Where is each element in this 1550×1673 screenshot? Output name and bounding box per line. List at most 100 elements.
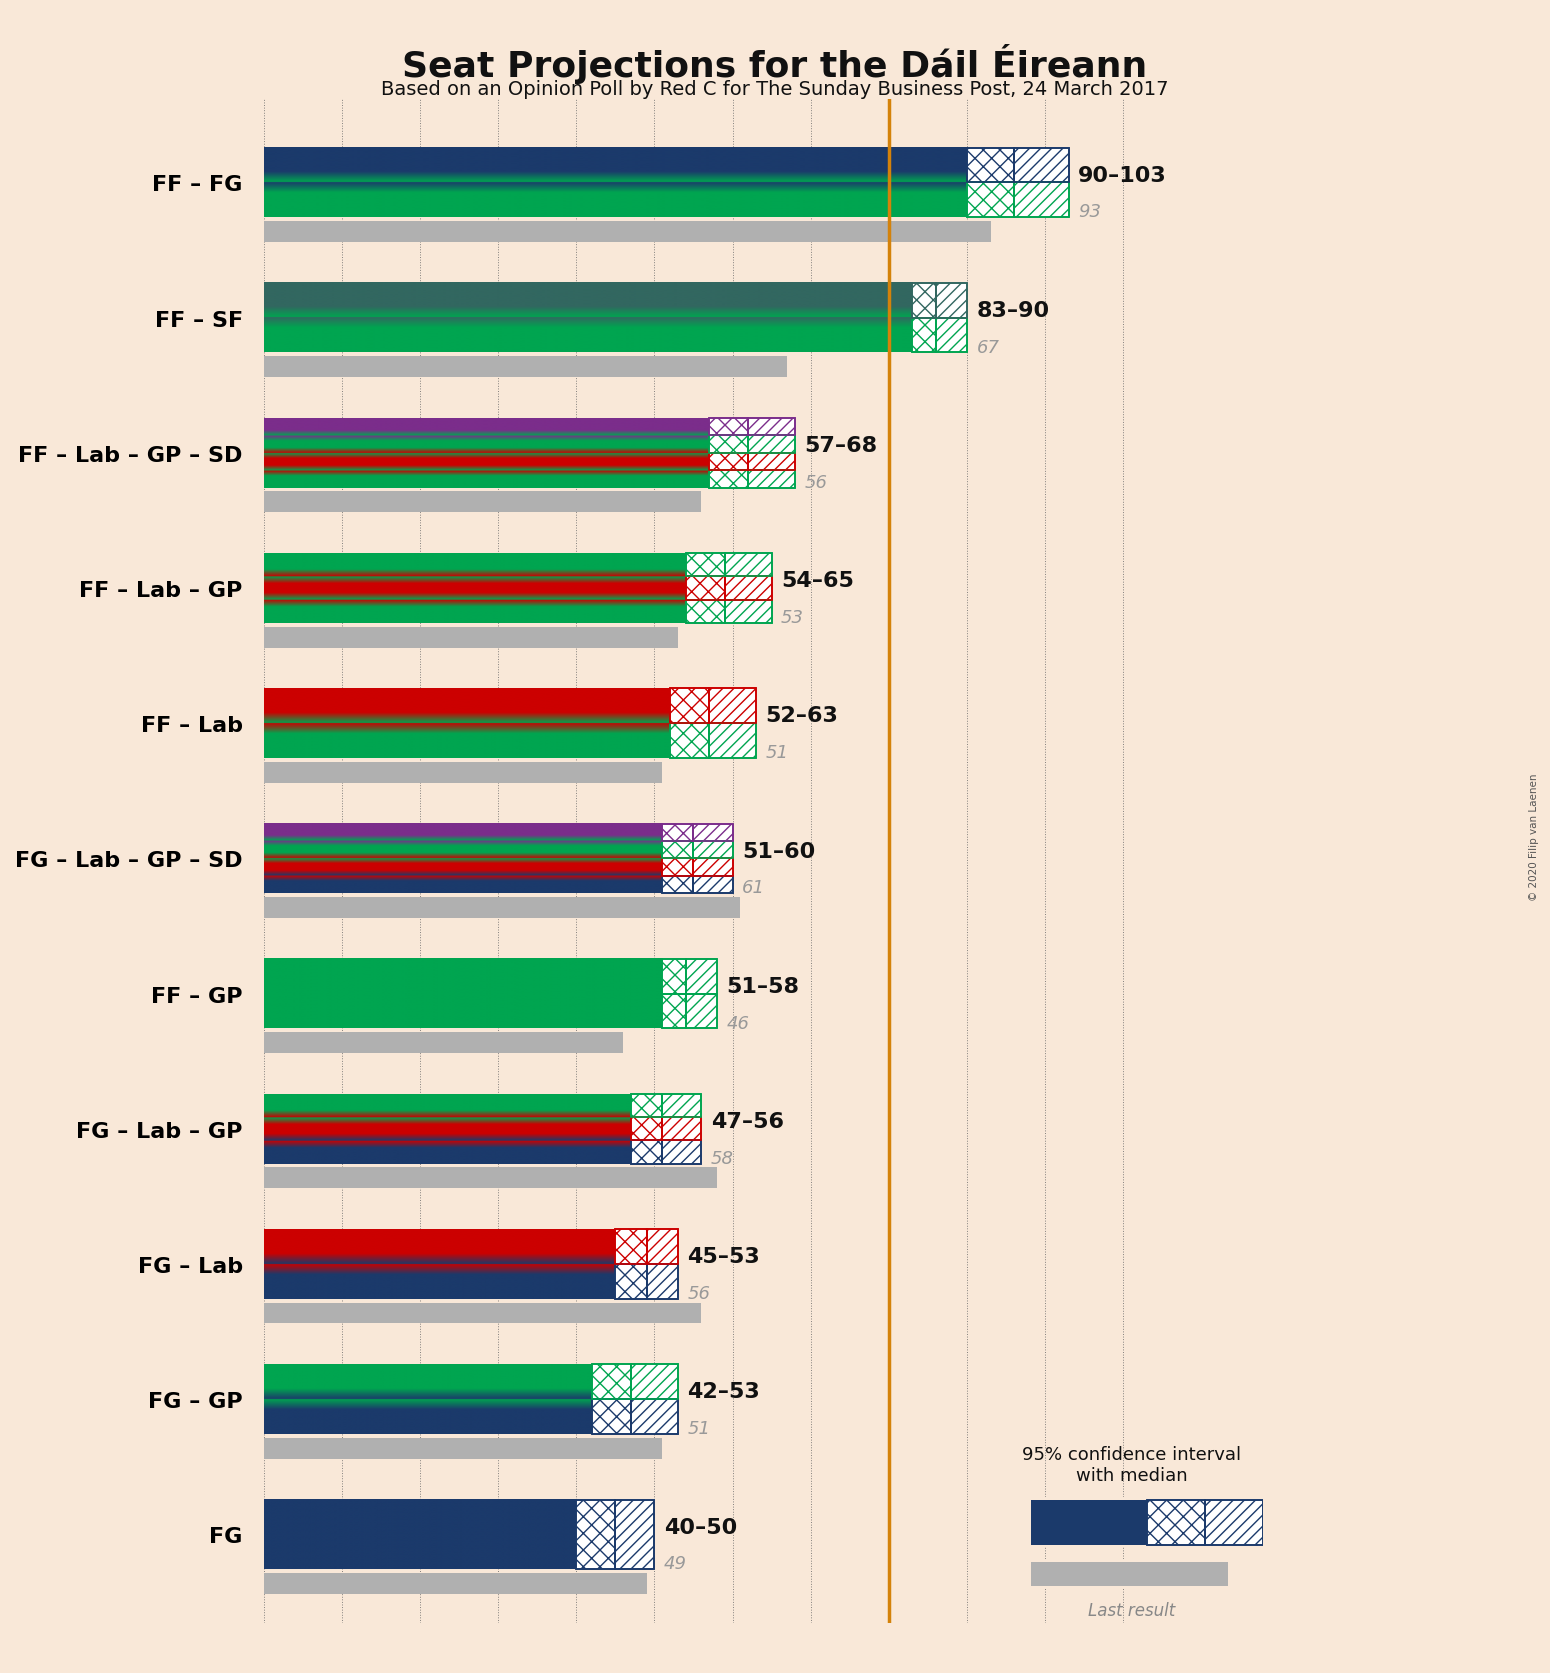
Bar [646, 1230, 677, 1265]
Bar [693, 825, 733, 842]
Bar [592, 1365, 631, 1399]
Bar [749, 472, 795, 489]
Bar [1014, 149, 1068, 184]
Bar [662, 994, 685, 1029]
Bar [662, 959, 685, 994]
Bar [264, 627, 677, 647]
Bar [725, 601, 772, 624]
Text: 40–50: 40–50 [663, 1517, 736, 1537]
Bar [936, 318, 967, 353]
Bar [1014, 184, 1068, 217]
Bar [708, 689, 756, 724]
Bar [264, 356, 787, 378]
Bar [662, 1118, 701, 1141]
Bar [615, 1265, 646, 1298]
Bar [708, 724, 756, 758]
Bar [615, 1230, 646, 1265]
Bar [662, 842, 693, 858]
Bar [646, 1230, 677, 1265]
Bar [264, 1573, 646, 1594]
Bar [913, 284, 936, 318]
Bar [708, 472, 749, 489]
Bar [670, 724, 708, 758]
Bar [708, 418, 749, 437]
Bar [693, 825, 733, 842]
Bar [693, 877, 733, 893]
Text: 95% confidence interval
with median: 95% confidence interval with median [1021, 1445, 1242, 1484]
Text: 53: 53 [781, 609, 804, 627]
Bar [693, 858, 733, 877]
Bar [592, 1399, 631, 1434]
Bar [1014, 184, 1068, 217]
Bar [936, 284, 967, 318]
Bar [749, 453, 795, 472]
Bar [670, 689, 708, 724]
Bar [936, 284, 967, 318]
Bar [685, 601, 725, 624]
Bar [662, 1094, 701, 1118]
Bar [264, 763, 662, 783]
Bar [631, 1094, 662, 1118]
Text: 51: 51 [687, 1419, 710, 1437]
Bar [693, 825, 733, 842]
Bar [685, 959, 718, 994]
Bar [631, 1399, 677, 1434]
Bar [631, 1118, 662, 1141]
Bar [264, 223, 990, 243]
Bar [662, 842, 693, 858]
Bar [615, 1265, 646, 1298]
Bar [1206, 1499, 1263, 1546]
Bar [693, 858, 733, 877]
Bar [749, 437, 795, 453]
Bar [749, 418, 795, 437]
Bar [670, 724, 708, 758]
Bar [662, 959, 685, 994]
Bar [662, 994, 685, 1029]
Bar [913, 318, 936, 353]
Bar [631, 1118, 662, 1141]
Bar [685, 577, 725, 601]
Bar [1031, 1499, 1147, 1546]
Bar [1014, 184, 1068, 217]
Bar [693, 842, 733, 858]
Bar [967, 149, 1014, 184]
Bar [725, 577, 772, 601]
Bar [749, 472, 795, 489]
Bar [592, 1365, 631, 1399]
Bar [670, 689, 708, 724]
Text: 93: 93 [1079, 204, 1100, 221]
Bar [646, 1230, 677, 1265]
Bar [749, 472, 795, 489]
Bar [662, 825, 693, 842]
Bar [967, 184, 1014, 217]
Bar [615, 1499, 654, 1569]
Bar [264, 897, 741, 918]
Bar [708, 472, 749, 489]
Bar [725, 577, 772, 601]
Text: 83–90: 83–90 [976, 301, 1049, 321]
Bar [631, 1141, 662, 1164]
Text: 42–53: 42–53 [687, 1382, 760, 1402]
Bar [264, 492, 701, 514]
Bar [615, 1265, 646, 1298]
Bar [693, 877, 733, 893]
Bar [936, 284, 967, 318]
Bar [967, 149, 1014, 184]
Bar [1031, 1563, 1228, 1586]
Bar [1147, 1499, 1206, 1546]
Bar [1206, 1499, 1263, 1546]
Bar [662, 959, 685, 994]
Bar [725, 601, 772, 624]
Bar [592, 1399, 631, 1434]
Bar [615, 1230, 646, 1265]
Bar [708, 472, 749, 489]
Bar [662, 1118, 701, 1141]
Bar [577, 1499, 615, 1569]
Text: 56: 56 [804, 473, 828, 492]
Bar [725, 577, 772, 601]
Bar [1147, 1499, 1206, 1546]
Bar [631, 1365, 677, 1399]
Bar [725, 601, 772, 624]
Bar [662, 858, 693, 877]
Bar [708, 724, 756, 758]
